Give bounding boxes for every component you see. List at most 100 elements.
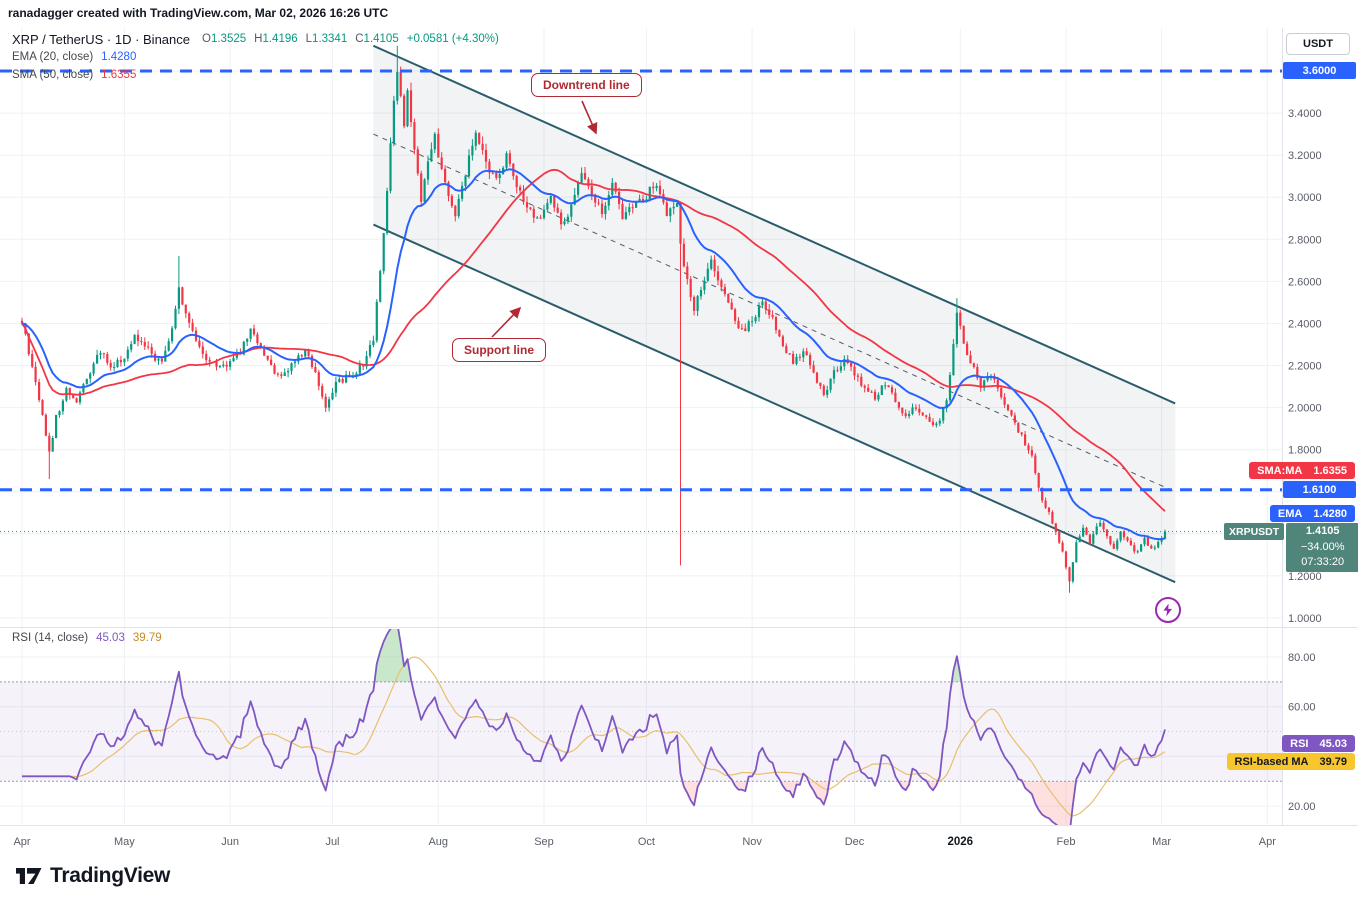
candle-body — [1051, 512, 1054, 524]
candle-body — [119, 359, 122, 363]
lightning-quick-action-button[interactable] — [1155, 597, 1181, 623]
candle-body — [48, 435, 51, 452]
chart-line — [372, 223, 1176, 584]
sma-price-tag: SMA:MA — [1257, 464, 1303, 477]
usdt-currency-button[interactable]: USDT — [1286, 33, 1350, 55]
candle-body — [727, 294, 730, 303]
candle-body — [413, 122, 416, 150]
candle-body — [160, 358, 163, 362]
candle-body — [1122, 531, 1126, 538]
candle-body — [167, 341, 170, 351]
candle-body — [1000, 388, 1003, 398]
candle-body — [396, 71, 399, 101]
candle-body — [75, 398, 78, 403]
candle-body — [1160, 538, 1163, 542]
candle-body — [594, 194, 597, 203]
candle-body — [747, 321, 750, 332]
sma-price-value: 1.6355 — [1313, 464, 1347, 477]
candle-body — [72, 394, 75, 399]
candle-body — [389, 143, 392, 191]
candle-body — [819, 382, 822, 386]
candle-body — [955, 312, 958, 344]
price-tick: 2.0000 — [1288, 403, 1322, 415]
candle-body — [1027, 445, 1030, 451]
candle-body — [1146, 537, 1149, 546]
candle-body — [884, 385, 887, 387]
ema-legend-label[interactable]: EMA (20, close) — [12, 51, 94, 63]
candle-body — [908, 413, 911, 417]
candle-body — [314, 367, 317, 373]
candle-body — [1006, 404, 1010, 411]
candle-body — [890, 387, 894, 393]
candle-body — [331, 392, 334, 400]
candle-body — [498, 174, 501, 178]
candle-body — [20, 320, 24, 324]
candle-body — [860, 376, 863, 386]
high-pair: H 1.4196 — [254, 33, 298, 45]
candle-body — [935, 423, 938, 426]
ema-legend-row: EMA (20, close) 1.4280 — [12, 49, 499, 65]
tradingview-logo[interactable]: TradingView — [15, 864, 170, 888]
close-pair: C 1.4105 — [355, 33, 399, 45]
candle-body — [252, 328, 256, 335]
candle-body — [549, 196, 552, 203]
candle-body — [1075, 542, 1078, 563]
candle-body — [246, 338, 249, 342]
candle-body — [679, 203, 682, 244]
high-label: H — [254, 33, 263, 45]
sma-price-label: SMA:MA 1.6355 — [1249, 462, 1355, 479]
candle-body — [307, 350, 310, 356]
rsi-tag: RSI — [1290, 737, 1309, 750]
candle-body — [631, 207, 634, 209]
rsi-legend-label[interactable]: RSI (14, close) — [12, 632, 89, 644]
candle-body — [532, 208, 535, 218]
candle-body — [658, 185, 662, 194]
candle-body — [41, 399, 44, 415]
low-label: L — [305, 33, 313, 45]
candle-body — [1112, 543, 1115, 549]
candle-body — [399, 71, 402, 96]
candle-body — [597, 202, 600, 204]
attribution-text: ranadagger created with TradingView.com,… — [8, 6, 389, 20]
candle-body — [467, 155, 471, 176]
low-pair: L 1.3341 — [306, 33, 348, 45]
candle-body — [1085, 527, 1088, 535]
change-value: +0.0581 (+4.30%) — [406, 33, 499, 45]
support-line-label[interactable]: Support line — [452, 338, 546, 362]
candle-body — [713, 259, 716, 272]
symbol-title[interactable]: XRP / TetherUS · 1D · Binance — [12, 31, 190, 47]
time-tick: Jul — [325, 836, 339, 848]
candle-body — [938, 420, 941, 424]
candle-body — [764, 301, 767, 310]
ema-price-tag: EMA — [1277, 507, 1303, 520]
candle-body — [887, 385, 890, 388]
candle-body — [1102, 522, 1105, 530]
candle-body — [921, 412, 924, 416]
candle-body — [484, 150, 488, 162]
rsi-band-fill — [732, 781, 748, 792]
candle-body — [904, 413, 907, 417]
candle-body — [82, 384, 85, 393]
candle-body — [672, 206, 675, 209]
candle-body — [242, 341, 245, 355]
candle-body — [409, 90, 413, 123]
candle-body — [751, 321, 754, 323]
candle-body — [491, 172, 494, 174]
candle-body — [44, 414, 47, 436]
candle-body — [232, 357, 235, 362]
candle-body — [222, 364, 225, 367]
candle-body — [218, 366, 221, 368]
candle-body — [140, 340, 143, 342]
candle-body — [795, 356, 798, 364]
downtrend-line-label[interactable]: Downtrend line — [531, 73, 642, 97]
candle-body — [430, 149, 433, 162]
candle-body — [952, 344, 955, 375]
tradingview-logo-text: TradingView — [50, 864, 171, 887]
candle-body — [788, 353, 791, 355]
candle-body — [1140, 544, 1143, 552]
rsi-band-fill — [926, 781, 938, 791]
last-price-box: 1.4105 −34.00% 07:33:20 — [1286, 523, 1358, 572]
sma-legend-label[interactable]: SMA (50, close) — [12, 69, 94, 81]
resistance-price-label: 3.6000 — [1283, 62, 1356, 79]
